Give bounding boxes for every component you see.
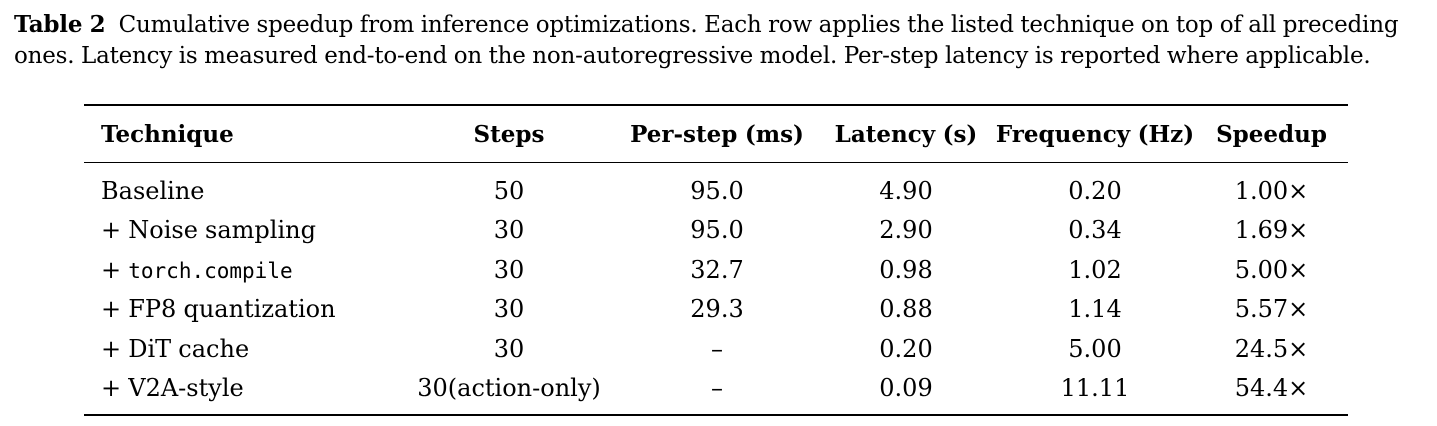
- cell-per-step: 95.0: [690, 216, 744, 245]
- header-per-step: Per-step (ms): [630, 120, 804, 148]
- technique-name: DiT cache: [128, 334, 250, 363]
- cell-steps: 30: [493, 295, 525, 324]
- cell-speedup: 1.69×: [1234, 216, 1309, 245]
- table-row: + torch.compile 30 32.7 0.98 1.02 5.00×: [84, 250, 1348, 290]
- cell-steps: 30: [493, 255, 525, 284]
- technique-prefix: +: [101, 334, 129, 363]
- cell-latency: 0.88: [879, 295, 933, 324]
- cell-speedup: 54.4×: [1234, 374, 1309, 403]
- cell-technique: + torch.compile: [84, 250, 401, 290]
- technique-prefix: +: [101, 216, 129, 245]
- technique-name: Baseline: [101, 176, 205, 205]
- header-frequency: Frequency (Hz): [995, 120, 1195, 148]
- cell-per-step: –: [711, 334, 723, 363]
- technique-prefix: +: [101, 295, 129, 324]
- cell-frequency: 5.00: [1068, 334, 1122, 363]
- technique-prefix: +: [101, 374, 129, 403]
- results-table: Technique Steps Per-step (ms) Latency (s…: [84, 104, 1348, 416]
- table-row: + FP8 quantization 30 29.3 0.88 1.14 5.5…: [84, 290, 1348, 330]
- cell-per-step: –: [711, 374, 723, 403]
- table-row: Baseline 50 95.0 4.90 0.20 1.00×: [84, 163, 1348, 211]
- cell-steps: 30: [493, 216, 525, 245]
- cell-frequency: 11.11: [1060, 374, 1130, 403]
- caption-label: Table 2: [14, 11, 106, 38]
- cell-frequency: 0.34: [1068, 216, 1122, 245]
- cell-frequency: 0.20: [1068, 176, 1122, 205]
- cell-technique: + Noise sampling: [84, 211, 401, 251]
- technique-name: FP8 quantization: [128, 295, 336, 324]
- cell-speedup: 5.57×: [1234, 295, 1309, 324]
- table-caption: Table 2 Cumulative speedup from inferenc…: [14, 9, 1429, 72]
- cell-speedup: 5.00×: [1234, 255, 1309, 284]
- cell-per-step: 29.3: [690, 295, 744, 324]
- header-technique: Technique: [101, 120, 234, 148]
- table-row: + DiT cache 30 – 0.20 5.00 24.5×: [84, 329, 1348, 369]
- cell-latency: 0.20: [879, 334, 933, 363]
- cell-latency: 0.98: [879, 255, 933, 284]
- cell-technique: + DiT cache: [84, 329, 401, 369]
- results-table-wrapper: Technique Steps Per-step (ms) Latency (s…: [84, 104, 1348, 416]
- table-row: + V2A-style 30(action-only) – 0.09 11.11…: [84, 369, 1348, 416]
- cell-speedup: 1.00×: [1234, 176, 1309, 205]
- header-speedup: Speedup: [1216, 120, 1327, 148]
- cell-latency: 0.09: [879, 374, 933, 403]
- cell-steps: 30: [493, 334, 525, 363]
- cell-per-step: 32.7: [690, 255, 744, 284]
- cell-per-step: 95.0: [690, 176, 744, 205]
- header-latency: Latency (s): [834, 120, 978, 148]
- cell-frequency: 1.02: [1068, 255, 1122, 284]
- cell-steps: 30(action-only): [417, 374, 601, 403]
- cell-steps: 50: [493, 176, 525, 205]
- technique-name: torch.compile: [128, 258, 293, 283]
- cell-latency: 2.90: [879, 216, 933, 245]
- cell-technique: + FP8 quantization: [84, 290, 401, 330]
- technique-name: V2A-style: [128, 374, 244, 403]
- caption-text: Cumulative speedup from inference optimi…: [14, 12, 1399, 69]
- technique-name: Noise sampling: [128, 216, 316, 245]
- table-row: + Noise sampling 30 95.0 2.90 0.34 1.69×: [84, 211, 1348, 251]
- cell-latency: 4.90: [879, 176, 933, 205]
- cell-technique: Baseline: [84, 163, 401, 211]
- header-steps: Steps: [473, 120, 545, 148]
- cell-technique: + V2A-style: [84, 369, 401, 416]
- table-header-row: Technique Steps Per-step (ms) Latency (s…: [84, 105, 1348, 163]
- cell-speedup: 24.5×: [1234, 334, 1309, 363]
- technique-prefix: +: [101, 255, 129, 284]
- cell-frequency: 1.14: [1068, 295, 1122, 324]
